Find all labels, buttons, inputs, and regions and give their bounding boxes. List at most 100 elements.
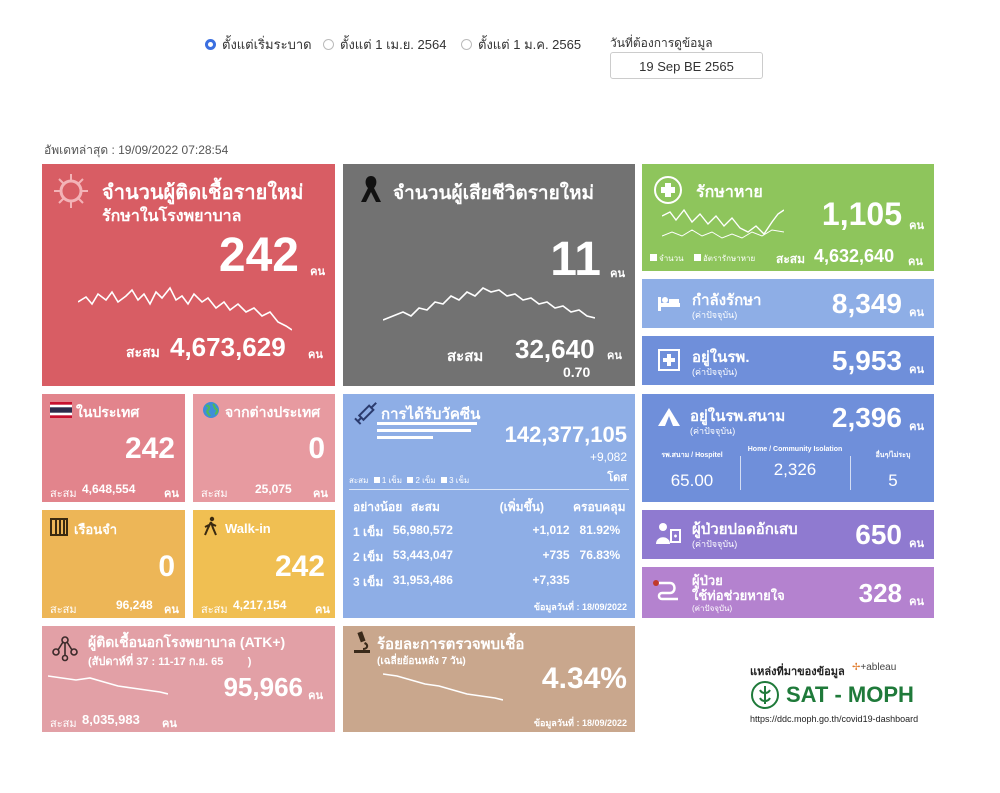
black-ribbon-icon [359, 174, 383, 209]
date-input[interactable]: 19 Sep BE 2565 [610, 52, 763, 79]
prison-bars-icon [50, 518, 68, 541]
sat-moph-brand: SAT - MOPH [786, 682, 914, 707]
prison-cum-value: 96,248 [116, 598, 153, 612]
radio-since-apr-2564[interactable]: ตั้งแต่ 1 เม.ย. 2564 [323, 34, 446, 55]
treating-card: กำลังรักษา (ค่าปัจจุบัน) 8,349 คน [642, 279, 934, 328]
source-url[interactable]: https://ddc.moph.go.th/covid19-dashboard [750, 714, 919, 724]
recovered-title: รักษาหาย [696, 184, 763, 201]
abroad-cum-unit: คน [313, 488, 328, 500]
atk-value: 95,966 [223, 672, 303, 702]
table-row: 1 เข็ม 56,980,572 +1,012 81.92% [353, 523, 621, 539]
tableau-plus-icon: ✢ [852, 662, 861, 673]
recovered-cum-value: 4,632,640 [814, 246, 895, 266]
prison-cum-unit: คน [164, 604, 179, 616]
ventilator-unit: คน [909, 596, 924, 608]
in-hospital-title: อยู่ในรพ. [692, 349, 750, 366]
recovered-legend-rate: อัตรารักษาหาย [694, 252, 755, 265]
tent-icon [656, 406, 682, 433]
treating-title: กำลังรักษา [692, 292, 762, 309]
domestic-cum-unit: คน [164, 488, 179, 500]
positivity-title: ร้อยละการตรวจพบเชื้อ [377, 636, 525, 653]
new-cases-card: จำนวนผู้ติดเชื้อรายใหม่ รักษาในโรงพยาบาล… [42, 164, 335, 386]
domestic-cum-label: สะสม [50, 488, 77, 500]
field-hospital-unit: คน [909, 421, 924, 433]
vaccine-card: การได้รับวัคซีน 142,377,105 +9,082 โดส ส… [343, 394, 635, 618]
deaths-value: 11 [550, 233, 601, 286]
abroad-card: จากต่างประเทศ 0 สะสม 25,075 คน [193, 394, 335, 502]
positivity-sub: (เฉลี่ยย้อนหลัง 7 วัน) [377, 656, 466, 667]
new-cases-trend-line [78, 286, 292, 331]
deaths-card: จำนวนผู้เสียชีวิตรายใหม่ 11 คน สะสม 32,6… [343, 164, 635, 386]
abroad-cum-value: 25,075 [255, 482, 292, 496]
virus-icon [52, 172, 90, 210]
field-hospital-value: 2,396 [831, 402, 902, 433]
ventilator-title-2: ใช้ท่อช่วยหายใจ [692, 588, 785, 603]
deaths-cum-unit: คน [607, 350, 622, 362]
new-cases-title: จำนวนผู้ติดเชื้อรายใหม่ [102, 182, 304, 204]
microscope-icon [351, 630, 373, 659]
in-hospital-note: (ค่าปัจจุบัน) [692, 367, 738, 377]
radio-dot [323, 39, 334, 50]
source-section: แหล่งที่มาของข้อมูล ✢+ableau SAT - MOPH … [750, 662, 930, 734]
radio-since-jan-2565[interactable]: ตั้งแต่ 1 ม.ค. 2565 [461, 34, 581, 55]
atk-unit: คน [308, 690, 323, 702]
domestic-value: 242 [124, 432, 175, 465]
thai-flag-icon [50, 402, 72, 423]
deaths-cum-value: 32,640 [515, 334, 595, 364]
vaccine-increase: +9,082 [589, 450, 627, 464]
atk-cum-value: 8,035,983 [82, 712, 140, 727]
ventilator-card: ผู้ป่วย ใช้ท่อช่วยหายใจ (ค่าปัจจุบัน) 32… [642, 567, 934, 618]
atk-week: (สัปดาห์ที่ 37 : 11-17 ก.ย. 65 ) [88, 656, 252, 668]
prison-title: เรือนจำ [74, 522, 118, 537]
abroad-cum-label: สะสม [201, 488, 228, 500]
vaccine-dose-unit: โดส [607, 472, 627, 484]
walkin-cum-unit: คน [315, 604, 330, 616]
positivity-value: 4.34% [541, 662, 627, 695]
column-divider [850, 456, 851, 490]
recovered-value: 1,105 [821, 196, 902, 232]
deaths-cum-label: สะสม [447, 348, 484, 365]
pneumonia-value: 650 [855, 519, 902, 550]
filter-bar: ตั้งแต่เริ่มระบาด ตั้งแต่ 1 เม.ย. 2564 ต… [205, 34, 765, 84]
last-updated: อัพเดทล่าสุด : 19/09/2022 07:28:54 [44, 143, 229, 157]
pneumonia-unit: คน [909, 538, 924, 550]
new-cases-subtitle: รักษาในโรงพยาบาล [102, 208, 242, 225]
hospital-building-icon [656, 347, 682, 378]
moph-emblem-icon [750, 680, 780, 715]
domestic-title: ในประเทศ [76, 404, 140, 420]
vaccine-divider [349, 489, 629, 490]
deaths-unit: คน [610, 268, 625, 280]
treating-unit: คน [909, 307, 924, 319]
vaccine-data-date: ข้อมูลวันที่ : 18/09/2022 [533, 602, 627, 612]
radio-since-start[interactable]: ตั้งแต่เริ่มระบาด [205, 34, 312, 55]
hospital-bed-icon [656, 291, 682, 318]
table-row: 3 เข็ม 31,953,486 +7,335 [353, 573, 570, 589]
pneumonia-note: (ค่าปัจจุบัน) [692, 539, 738, 549]
in-hospital-card: อยู่ในรพ. (ค่าปัจจุบัน) 5,953 คน [642, 336, 934, 385]
new-cases-unit: คน [310, 266, 325, 278]
positivity-card: ร้อยละการตรวจพบเชื้อ (เฉลี่ยย้อนหลัง 7 ว… [343, 626, 635, 732]
new-cases-cum-unit: คน [308, 349, 323, 361]
atk-cum-unit: คน [162, 718, 177, 730]
walkin-card: Walk-in 242 สะสม 4,217,154 คน [193, 510, 335, 618]
radio-dot [461, 39, 472, 50]
positivity-data-date: ข้อมูลวันที่ : 18/09/2022 [533, 718, 627, 728]
prison-cum-label: สะสม [50, 604, 77, 616]
ventilator-note: (ค่าปัจจุบัน) [692, 604, 733, 613]
domestic-cum-value: 4,648,554 [82, 482, 136, 496]
ventilator-tube-icon [652, 577, 682, 610]
column-divider [740, 456, 741, 490]
recovered-card: รักษาหาย 1,105 คน จำนวน อัตรารักษาหาย สะ… [642, 164, 934, 271]
new-cases-cum-value: 4,673,629 [170, 332, 286, 362]
vaccine-legend: สะสม 1 เข็ม 2 เข็ม 3 เข็ม [349, 476, 470, 485]
medical-cross-icon [654, 176, 682, 204]
positivity-trend-line [383, 673, 503, 701]
atk-trend-line [48, 675, 168, 695]
field-hospital-col-other: อื่นๆ/ไม่ระบุ 5 [875, 452, 911, 490]
field-hospital-title: อยู่ในรพ.สนาม [690, 408, 786, 425]
vaccine-progress-bars [377, 422, 477, 439]
table-row: 2 เข็ม 53,443,047 +735 76.83% [353, 548, 621, 564]
atk-cum-label: สะสม [50, 718, 77, 730]
abroad-title: จากต่างประเทศ [225, 404, 321, 420]
syringe-icon [353, 398, 381, 431]
